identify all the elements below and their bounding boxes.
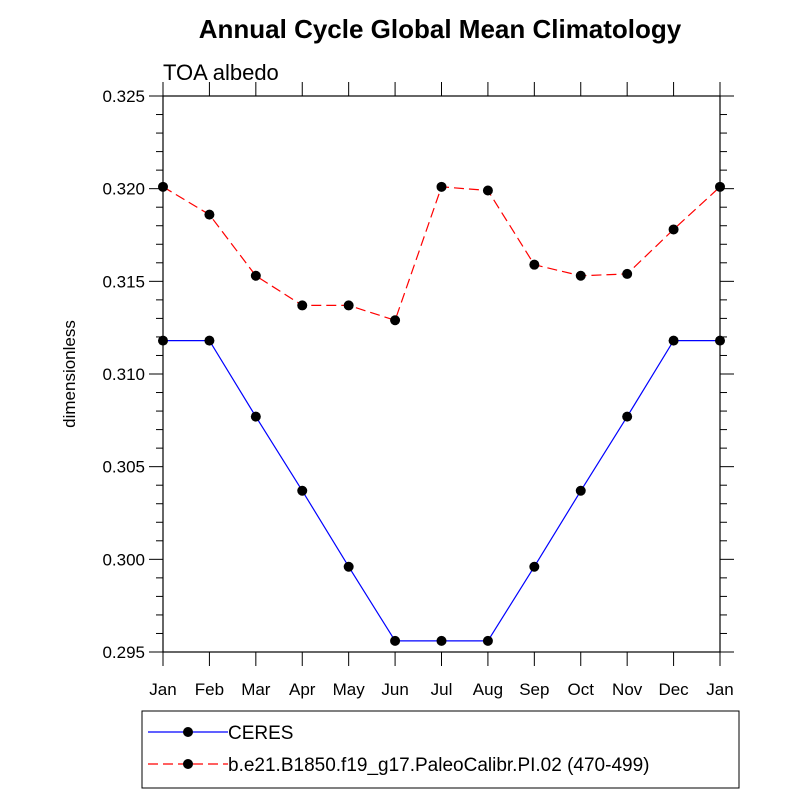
x-tick-label: Apr: [289, 680, 316, 699]
x-tick-label: Jul: [431, 680, 453, 699]
series-line-1: [162, 186, 721, 322]
x-tick-label: Feb: [195, 680, 224, 699]
x-tick-label: Sep: [519, 680, 549, 699]
data-point-series-0: [390, 635, 401, 646]
axis-ticks: [149, 82, 734, 666]
x-tick-label: May: [333, 680, 366, 699]
data-point-series-0: [575, 485, 586, 496]
x-tick-label: Jun: [381, 680, 408, 699]
data-point-series-0: [482, 635, 493, 646]
data-point-series-0: [204, 335, 215, 346]
y-tick-label: 0.310: [102, 365, 145, 384]
x-tick-label: Oct: [568, 680, 595, 699]
data-point-series-1: [297, 300, 308, 311]
series-group: [158, 181, 725, 646]
x-tick-label: Mar: [241, 680, 271, 699]
data-point-series-0: [343, 561, 354, 572]
y-axis-label: dimensionless: [60, 320, 79, 428]
data-point-series-1: [436, 181, 447, 192]
y-tick-label: 0.320: [102, 180, 145, 199]
chart-subtitle: TOA albedo: [163, 60, 279, 85]
data-point-series-1: [204, 209, 215, 220]
plot-frame: [162, 95, 721, 653]
data-point-series-1: [482, 185, 493, 196]
x-tick-label: Aug: [473, 680, 503, 699]
y-tick-label: 0.315: [102, 272, 145, 291]
y-tick-label: 0.325: [102, 87, 145, 106]
x-tick-label: Nov: [612, 680, 643, 699]
data-point-series-1: [529, 259, 540, 270]
data-point-series-0: [668, 335, 679, 346]
data-point-series-0: [622, 411, 633, 422]
chart-title: Annual Cycle Global Mean Climatology: [199, 14, 682, 44]
data-point-series-1: [668, 224, 679, 235]
data-point-series-0: [250, 411, 261, 422]
data-point-series-1: [575, 270, 586, 281]
legend-label-1: b.e21.B1850.f19_g17.PaleoCalibr.PI.02 (4…: [228, 755, 649, 776]
x-tick-label: Dec: [658, 680, 689, 699]
y-tick-label: 0.300: [102, 550, 145, 569]
legend-marker-0: [183, 727, 193, 737]
legend: CERES b.e21.B1850.f19_g17.PaleoCalibr.PI.…: [141, 710, 740, 789]
data-point-series-0: [529, 561, 540, 572]
data-point-series-1: [250, 270, 261, 281]
x-tick-label: Jan: [706, 680, 733, 699]
legend-marker-1: [183, 759, 193, 769]
x-tick-label: Jan: [149, 680, 176, 699]
data-point-series-0: [297, 485, 308, 496]
tick-labels: 0.295 0.300 0.305 0.310 0.315 0.320 0.325 Jan Fe…: [102, 87, 733, 699]
legend-box: [141, 710, 740, 789]
data-point-series-1: [622, 268, 633, 279]
legend-label-0: CERES: [228, 723, 293, 744]
y-tick-label: 0.295: [102, 643, 145, 662]
y-tick-label: 0.305: [102, 458, 145, 477]
data-point-series-0: [436, 635, 447, 646]
data-point-series-1: [343, 300, 354, 311]
series-line-0: [163, 340, 720, 642]
data-point-series-1: [390, 315, 401, 326]
